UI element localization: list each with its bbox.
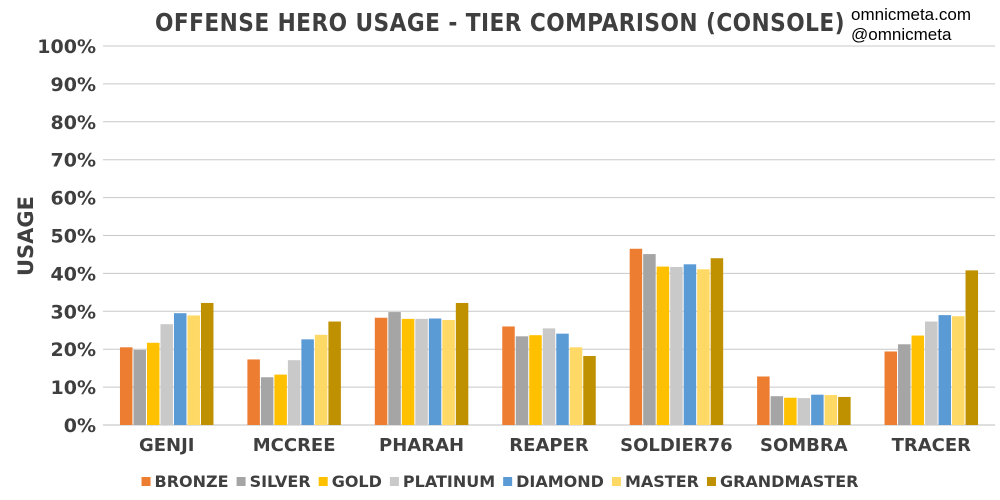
bar-genji-platinum [160,324,173,425]
bar-tracer-gold [911,335,925,425]
bar-pharah-silver [388,312,401,425]
bar-mccree-bronze [247,359,260,425]
bar-pharah-bronze [374,317,388,425]
legend-item-platinum: PLATINUM [389,472,495,491]
bar-mccree-diamond [301,339,314,425]
x-tick-label-pharah: PHARAH [379,435,464,456]
bar-pharah-gold [401,318,415,425]
bars [119,248,979,425]
legend-swatch [318,477,328,486]
bar-mccree-grandmaster [328,321,341,425]
bar-mccree-master [314,334,328,425]
bar-pharah-grandmaster [455,302,469,425]
bar-mccree-platinum [287,360,301,425]
y-tick-label: 40% [51,263,96,285]
x-tick-label-tracer: TRACER [892,435,972,456]
y-axis-label: USAGE [14,196,38,276]
bar-mccree-silver [260,377,274,425]
bar-soldier76-master [697,269,710,425]
legend-label: MASTER [625,472,699,491]
legend-item-bronze: BRONZE [141,472,229,491]
legend-swatch [611,477,621,486]
legend-label: DIAMOND [516,472,604,491]
legend-item-silver: SILVER [236,472,311,491]
bar-reaper-platinum [542,328,556,425]
bar-soldier76-silver [643,254,656,425]
y-tick-label: 50% [51,226,96,248]
bar-reaper-silver [515,336,529,425]
bar-reaper-grandmaster [583,356,596,425]
bar-tracer-master [952,316,965,425]
y-tick-label: 60% [51,188,96,210]
legend-item-gold: GOLD [318,472,382,491]
bar-genji-gold [146,342,160,425]
bar-reaper-master [569,347,583,425]
bar-sombra-gold [784,397,797,425]
bar-sombra-diamond [811,394,824,425]
bar-reaper-gold [529,335,542,425]
y-tick-label: 0% [64,415,96,437]
bar-sombra-platinum [797,398,811,425]
x-tick-label-genji: GENJI [139,435,195,456]
bar-tracer-bronze [884,351,898,425]
bar-genji-diamond [173,313,187,425]
bar-genji-grandmaster [200,302,214,425]
legend: BRONZE SILVER GOLD PLATINUM DIAMOND MASTER GRA… [141,472,859,491]
y-tick-labels: 0% 10% 20% 30% 40% 50% 60% 70% 80% 90% 100% [37,36,96,437]
bar-soldier76-bronze [629,248,643,425]
x-tick-label-soldier76: SOLDIER76 [620,435,733,456]
bar-tracer-silver [898,344,911,425]
bar-pharah-diamond [428,318,442,425]
y-tick-label: 20% [51,339,96,361]
legend-swatch [503,477,513,486]
legend-swatch [389,477,399,486]
bar-sombra-grandmaster [838,396,851,425]
y-tick-label: 70% [51,150,96,172]
y-tick-label: 30% [51,301,96,323]
bar-sombra-master [824,395,838,425]
bar-tracer-diamond [938,315,952,425]
bar-soldier76-platinum [670,266,683,425]
bar-reaper-bronze [502,326,515,425]
legend-item-grandmaster: GRANDMASTER [706,472,859,491]
y-tick-label: 90% [51,74,96,96]
bar-soldier76-grandmaster [710,258,724,425]
y-tick-label: 100% [37,36,96,58]
legend-swatch [141,477,151,486]
legend-item-master: MASTER [611,472,699,491]
y-tick-label: 80% [51,112,96,134]
bar-pharah-master [442,320,455,425]
bar-mccree-gold [274,374,287,425]
x-tick-labels: GENJI MCCREE PHARAH REAPER SOLDIER76 SOMBRA TR… [139,435,971,456]
legend-label: PLATINUM [403,472,495,491]
bar-sombra-bronze [757,376,770,425]
x-tick-label-reaper: REAPER [509,435,589,456]
bar-tracer-grandmaster [965,270,979,425]
bar-pharah-platinum [415,318,428,425]
legend-label: GRANDMASTER [720,472,859,491]
legend-label: BRONZE [155,472,229,491]
x-tick-label-mccree: MCCREE [253,435,336,456]
legend-swatch [706,477,716,486]
legend-label: SILVER [250,472,311,491]
bar-genji-silver [133,349,146,425]
legend-item-diamond: DIAMOND [503,472,604,491]
credit-handle: @omnicmeta [851,25,952,44]
legend-label: GOLD [332,472,382,491]
bar-sombra-silver [770,396,784,425]
chart-title: OFFENSE HERO USAGE - TIER COMPARISON (CO… [155,8,845,37]
legend-swatch [236,477,246,486]
y-tick-label: 10% [51,377,96,399]
bar-soldier76-gold [656,266,670,425]
bar-genji-bronze [119,347,133,425]
x-tick-label-sombra: SOMBRA [760,435,848,456]
bar-reaper-diamond [556,333,569,425]
bar-genji-master [187,315,200,425]
credit-website: omnicmeta.com [851,5,971,24]
bar-tracer-platinum [925,321,938,425]
bar-soldier76-diamond [683,264,697,425]
